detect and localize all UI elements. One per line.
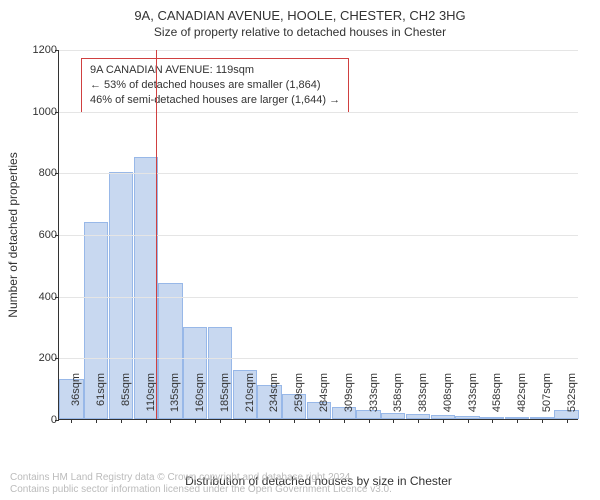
x-tick-label: 408sqm — [442, 373, 454, 423]
grid-line — [59, 297, 578, 298]
page-subtitle: Size of property relative to detached ho… — [0, 23, 600, 39]
histogram-chart: Number of detached properties Distributi… — [58, 50, 578, 420]
x-tick-label: 160sqm — [194, 373, 206, 423]
y-tick-label: 0 — [17, 414, 57, 426]
x-tick-label: 458sqm — [491, 373, 503, 423]
y-tick-label: 600 — [17, 229, 57, 241]
page-title: 9A, CANADIAN AVENUE, HOOLE, CHESTER, CH2… — [0, 0, 600, 23]
x-tick-label: 507sqm — [541, 373, 553, 423]
reference-info-box: 9A CANADIAN AVENUE: 119sqm ← 53% of deta… — [81, 58, 349, 113]
grid-line — [59, 50, 578, 51]
x-tick-label: 85sqm — [120, 373, 132, 423]
x-tick-label: 234sqm — [268, 373, 280, 423]
x-tick-label: 259sqm — [293, 373, 305, 423]
y-tick-label: 1000 — [17, 106, 57, 118]
x-tick-label: 433sqm — [467, 373, 479, 423]
grid-line — [59, 112, 578, 113]
plot-area: Number of detached properties Distributi… — [58, 50, 578, 420]
grid-line — [59, 358, 578, 359]
x-tick-label: 284sqm — [318, 373, 330, 423]
x-tick-label: 36sqm — [70, 373, 82, 423]
x-tick-label: 383sqm — [417, 373, 429, 423]
y-tick-label: 200 — [17, 352, 57, 364]
x-tick-label: 482sqm — [516, 373, 528, 423]
x-tick-label: 309sqm — [343, 373, 355, 423]
x-tick-label: 333sqm — [368, 373, 380, 423]
x-tick-label: 185sqm — [219, 373, 231, 423]
y-tick-label: 400 — [17, 291, 57, 303]
y-tick-label: 1200 — [17, 44, 57, 56]
footer-line-2: Contains public sector information licen… — [10, 484, 392, 496]
footer-line-1: Contains HM Land Registry data © Crown c… — [10, 472, 392, 484]
grid-line — [59, 173, 578, 174]
footer-attribution: Contains HM Land Registry data © Crown c… — [10, 472, 392, 496]
x-tick-label: 532sqm — [566, 373, 578, 423]
info-line-3: 46% of semi-detached houses are larger (… — [90, 93, 340, 108]
grid-line — [59, 235, 578, 236]
y-tick-label: 800 — [17, 167, 57, 179]
x-tick-label: 358sqm — [392, 373, 404, 423]
info-line-1: 9A CANADIAN AVENUE: 119sqm — [90, 63, 340, 78]
x-tick-label: 61sqm — [95, 373, 107, 423]
x-tick-label: 210sqm — [244, 373, 256, 423]
reference-line — [156, 50, 157, 419]
info-line-2: ← 53% of detached houses are smaller (1,… — [90, 78, 340, 93]
x-tick-label: 135sqm — [169, 373, 181, 423]
